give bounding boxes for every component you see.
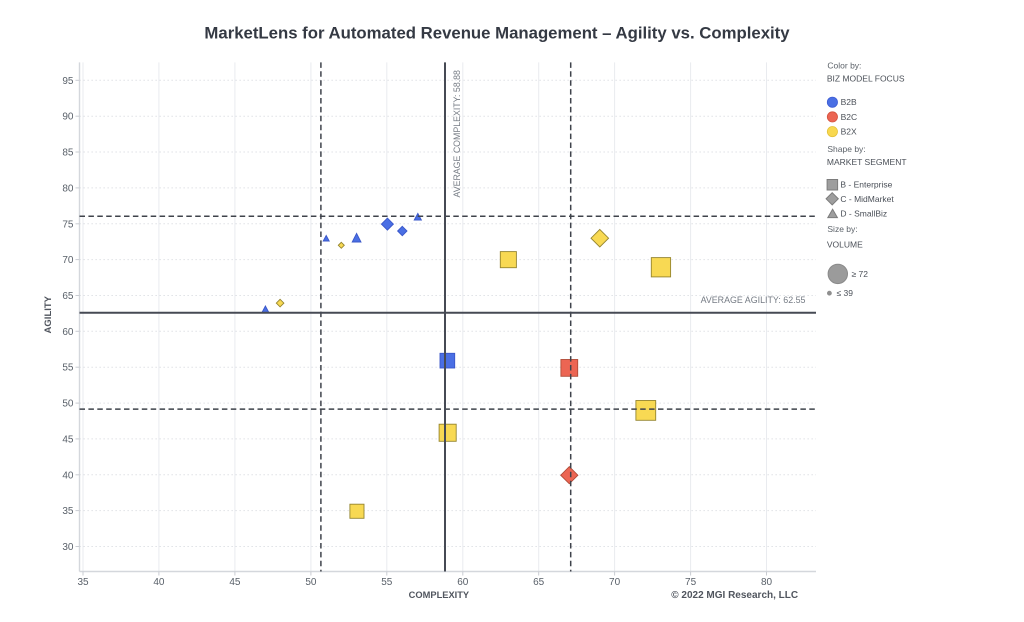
svg-text:Color by:: Color by: [827, 61, 861, 71]
svg-text:D - SmallBiz: D - SmallBiz [840, 208, 887, 218]
svg-text:B2B: B2B [841, 97, 857, 107]
svg-text:Size by:: Size by: [827, 224, 857, 234]
svg-text:Shape by:: Shape by: [827, 144, 865, 154]
svg-text:≤ 39: ≤ 39 [837, 288, 854, 298]
svg-text:35: 35 [77, 577, 89, 588]
svg-text:BIZ MODEL FOCUS: BIZ MODEL FOCUS [827, 73, 905, 83]
svg-text:55: 55 [381, 577, 393, 588]
svg-text:70: 70 [609, 577, 621, 588]
svg-text:35: 35 [62, 506, 74, 517]
svg-text:B2X: B2X [841, 127, 857, 137]
svg-text:60: 60 [457, 577, 469, 588]
svg-text:65: 65 [62, 291, 74, 302]
svg-text:70: 70 [62, 255, 74, 266]
svg-text:85: 85 [62, 148, 74, 159]
svg-text:50: 50 [305, 577, 317, 588]
svg-text:MarketLens for Automated Reven: MarketLens for Automated Revenue Managem… [204, 23, 790, 42]
svg-text:60: 60 [62, 327, 74, 338]
svg-text:C - MidMarket: C - MidMarket [840, 194, 894, 204]
svg-text:40: 40 [153, 577, 165, 588]
svg-text:45: 45 [229, 577, 241, 588]
svg-text:AVERAGE AGILITY: 62.55: AVERAGE AGILITY: 62.55 [701, 295, 806, 305]
svg-text:75: 75 [685, 577, 697, 588]
svg-text:95: 95 [62, 76, 74, 87]
svg-text:30: 30 [62, 542, 74, 553]
svg-text:COMPLEXITY: COMPLEXITY [409, 590, 470, 600]
svg-text:AGILITY: AGILITY [43, 295, 54, 333]
svg-text:75: 75 [62, 219, 74, 230]
svg-text:VOLUME: VOLUME [827, 240, 863, 250]
svg-text:≥ 72: ≥ 72 [852, 269, 869, 279]
svg-text:© 2022 MGI Research, LLC: © 2022 MGI Research, LLC [671, 590, 798, 601]
svg-text:55: 55 [62, 363, 74, 374]
svg-text:40: 40 [62, 470, 74, 481]
svg-text:50: 50 [62, 399, 74, 410]
svg-text:80: 80 [761, 577, 773, 588]
svg-text:AVERAGE COMPLEXITY: 58.88: AVERAGE COMPLEXITY: 58.88 [452, 70, 462, 198]
svg-text:80: 80 [62, 183, 74, 194]
svg-text:B2C: B2C [841, 112, 858, 122]
svg-text:90: 90 [62, 112, 74, 123]
svg-text:B - Enterprise: B - Enterprise [840, 180, 892, 190]
svg-text:45: 45 [62, 434, 74, 445]
svg-text:65: 65 [533, 577, 545, 588]
svg-text:MARKET SEGMENT: MARKET SEGMENT [827, 157, 907, 167]
